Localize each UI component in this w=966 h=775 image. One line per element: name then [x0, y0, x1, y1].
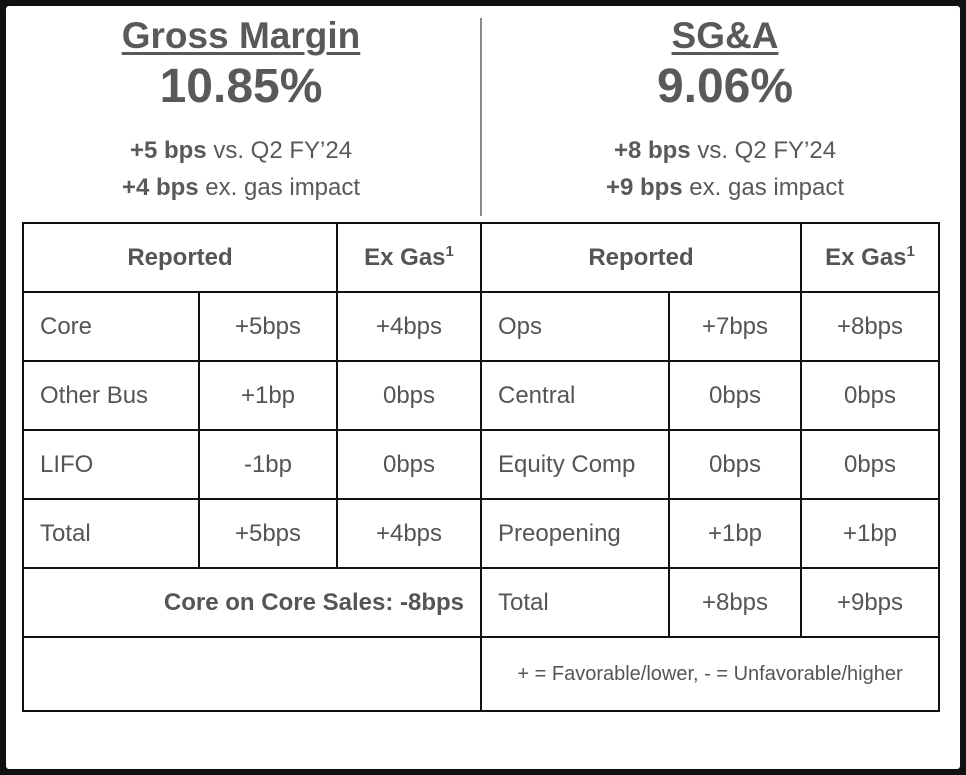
- gm-reported-cell: +5bps: [198, 291, 338, 362]
- sga-row-label: Equity Comp: [480, 429, 670, 500]
- gross-margin-title: Gross Margin: [121, 15, 361, 56]
- sga-exgas-cell: 0bps: [800, 360, 940, 431]
- sga-exgas-cell: +1bp: [800, 498, 940, 569]
- gross-margin-vs-prior: +5 bps vs. Q2 FY’24: [6, 132, 476, 169]
- table-row: Total +5bps +4bps Preopening +1bp +1bp: [22, 498, 940, 569]
- gm-reported-cell: -1bp: [198, 429, 338, 500]
- gm-row-label: LIFO: [22, 429, 200, 500]
- table-header-row: Reported Ex Gas1 Reported Ex Gas1: [22, 222, 940, 293]
- sga-title: SG&A: [671, 15, 779, 56]
- gm-exgas-cell: 0bps: [336, 360, 482, 431]
- sga-vs-prior: +8 bps vs. Q2 FY’24: [490, 132, 960, 169]
- sga-value: 9.06%: [656, 60, 794, 113]
- gross-margin-ex-gas-text: ex. gas impact: [198, 174, 361, 201]
- sga-exgas-cell: +8bps: [800, 291, 940, 362]
- footnote-marker: 1: [445, 242, 454, 260]
- gm-exgas-cell: +4bps: [336, 291, 482, 362]
- gross-margin-panel: Gross Margin 10.85% +5 bps vs. Q2 FY’24 …: [6, 6, 476, 206]
- gm-reported-cell: +1bp: [198, 360, 338, 431]
- core-on-core-sales: Core on Core Sales: -8bps: [22, 567, 482, 638]
- gross-margin-value: 10.85%: [159, 60, 323, 113]
- sga-reported-cell: +7bps: [668, 291, 802, 362]
- table-row: Other Bus +1bp 0bps Central 0bps 0bps: [22, 360, 940, 431]
- sga-vs-prior-bps: +8 bps: [613, 137, 691, 164]
- gm-row-label: Core: [22, 291, 200, 362]
- slide-frame: Gross Margin 10.85% +5 bps vs. Q2 FY’24 …: [6, 6, 960, 769]
- gm-row-label: Other Bus: [22, 360, 200, 431]
- sga-total-exgas: +9bps: [800, 567, 940, 638]
- sga-row-label: Central: [480, 360, 670, 431]
- sga-row-label: Preopening: [480, 498, 670, 569]
- sga-reported-cell: 0bps: [668, 360, 802, 431]
- sga-vs-prior-text: vs. Q2 FY’24: [690, 137, 837, 164]
- empty-cell: [22, 636, 482, 712]
- bps-breakdown-table: Reported Ex Gas1 Reported Ex Gas1 Core +…: [22, 222, 940, 712]
- legend-note: + = Favorable/lower, - = Unfavorable/hig…: [480, 636, 940, 712]
- table-row: Core on Core Sales: -8bps Total +8bps +9…: [22, 567, 940, 638]
- gross-margin-ex-gas: +4 bps ex. gas impact: [6, 169, 476, 206]
- table-row: Core +5bps +4bps Ops +7bps +8bps: [22, 291, 940, 362]
- gm-reported-header: Reported: [22, 222, 338, 293]
- vertical-divider: [480, 18, 482, 216]
- gm-exgas-header: Ex Gas1: [336, 222, 482, 293]
- footnote-marker: 1: [906, 242, 915, 260]
- sga-ex-gas: +9 bps ex. gas impact: [490, 169, 960, 206]
- gm-exgas-cell: +4bps: [336, 498, 482, 569]
- sga-exgas-header-label: Ex Gas: [825, 243, 907, 271]
- sga-reported-cell: +1bp: [668, 498, 802, 569]
- gross-margin-ex-gas-bps: +4 bps: [121, 174, 199, 201]
- sga-total-label: Total: [480, 567, 670, 638]
- gm-row-label: Total: [22, 498, 200, 569]
- sga-ex-gas-text: ex. gas impact: [682, 174, 845, 201]
- sga-exgas-header: Ex Gas1: [800, 222, 940, 293]
- sga-exgas-cell: 0bps: [800, 429, 940, 500]
- gm-exgas-header-label: Ex Gas: [364, 243, 446, 271]
- gm-reported-cell: +5bps: [198, 498, 338, 569]
- sga-reported-header: Reported: [480, 222, 802, 293]
- sga-panel: SG&A 9.06% +8 bps vs. Q2 FY’24 +9 bps ex…: [490, 6, 960, 206]
- gm-exgas-cell: 0bps: [336, 429, 482, 500]
- gross-margin-vs-prior-text: vs. Q2 FY’24: [206, 137, 353, 164]
- sga-row-label: Ops: [480, 291, 670, 362]
- legend-row: + = Favorable/lower, - = Unfavorable/hig…: [22, 636, 940, 712]
- sga-reported-cell: 0bps: [668, 429, 802, 500]
- sga-ex-gas-bps: +9 bps: [605, 174, 683, 201]
- sga-total-reported: +8bps: [668, 567, 802, 638]
- table-row: LIFO -1bp 0bps Equity Comp 0bps 0bps: [22, 429, 940, 500]
- gross-margin-vs-prior-bps: +5 bps: [129, 137, 207, 164]
